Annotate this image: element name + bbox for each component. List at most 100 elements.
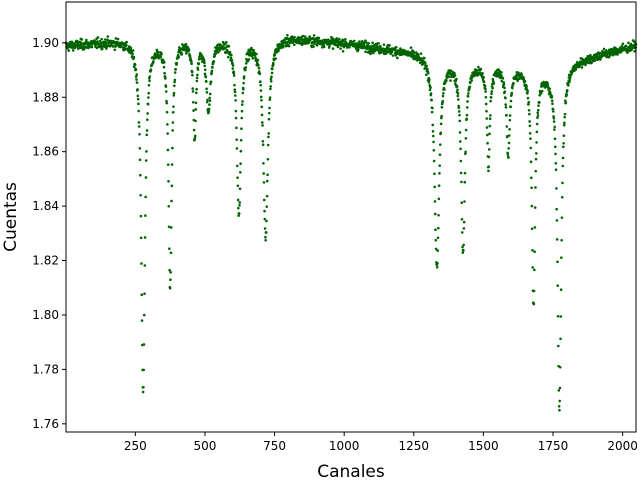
data-point <box>536 116 539 119</box>
data-point <box>171 121 175 124</box>
data-point <box>231 64 235 67</box>
data-point <box>239 149 243 153</box>
data-point <box>568 77 572 80</box>
data-point <box>190 62 193 65</box>
data-point <box>540 89 544 93</box>
data-point <box>249 51 252 54</box>
data-point <box>382 43 386 46</box>
data-point <box>267 135 270 139</box>
data-point <box>166 163 170 166</box>
data-point <box>261 124 264 127</box>
data-point <box>466 94 470 98</box>
data-point <box>198 57 201 61</box>
data-point <box>171 146 174 150</box>
data-point <box>555 207 558 211</box>
data-point <box>273 53 277 57</box>
data-point <box>152 60 155 63</box>
data-point <box>261 143 265 146</box>
data-point <box>262 181 266 184</box>
data-point <box>71 49 75 52</box>
data-point <box>484 87 487 91</box>
data-point <box>225 41 228 44</box>
data-point <box>165 101 169 105</box>
data-point <box>445 79 448 83</box>
data-point <box>234 94 237 97</box>
data-point <box>207 109 211 113</box>
data-point <box>458 119 462 123</box>
data-point <box>327 38 330 41</box>
data-point <box>479 67 483 71</box>
data-point <box>342 39 345 43</box>
data-point <box>293 43 296 47</box>
data-point <box>391 54 395 57</box>
data-point <box>139 236 143 240</box>
data-point <box>534 186 537 189</box>
y-tick-label: 1.80 <box>32 308 59 322</box>
data-point <box>168 286 172 290</box>
data-point <box>462 249 465 252</box>
data-point <box>433 200 437 203</box>
data-point <box>269 77 273 81</box>
data-point <box>447 75 451 79</box>
y-tick-label: 1.88 <box>32 90 59 104</box>
data-point <box>341 42 344 45</box>
data-point <box>119 44 123 48</box>
data-point <box>235 126 238 130</box>
data-point <box>477 65 480 69</box>
data-point <box>553 125 556 129</box>
data-point <box>205 80 208 83</box>
data-point <box>457 98 460 101</box>
data-point <box>432 149 436 152</box>
data-point <box>504 105 508 109</box>
data-point <box>553 145 557 149</box>
data-point <box>136 88 139 91</box>
data-point <box>369 52 372 56</box>
data-point <box>563 99 567 102</box>
data-point <box>485 109 488 113</box>
data-point <box>438 164 441 167</box>
data-point <box>580 66 584 69</box>
data-point <box>488 124 492 128</box>
data-point <box>469 81 472 85</box>
data-point <box>433 172 436 176</box>
data-point <box>560 216 564 219</box>
data-point <box>194 108 198 111</box>
data-point <box>137 125 141 128</box>
data-point <box>256 58 260 62</box>
data-point <box>461 251 465 254</box>
data-point <box>508 114 512 117</box>
data-point <box>241 91 245 95</box>
data-point <box>508 118 512 122</box>
data-point <box>106 44 110 48</box>
data-point <box>555 187 558 190</box>
data-point <box>531 266 534 269</box>
data-point <box>195 91 198 95</box>
data-point <box>148 75 152 78</box>
data-point <box>560 195 564 199</box>
data-point <box>534 157 538 161</box>
data-point <box>413 51 416 55</box>
data-point <box>558 365 562 369</box>
data-point <box>533 206 537 209</box>
data-point <box>556 284 560 287</box>
data-point <box>190 70 194 74</box>
data-point <box>556 314 560 318</box>
data-point <box>536 108 540 112</box>
data-point <box>437 213 440 217</box>
data-point <box>343 37 347 41</box>
data-point <box>434 247 438 251</box>
data-point <box>236 184 240 188</box>
data-point <box>426 67 429 71</box>
data-point <box>482 80 486 84</box>
data-point <box>238 201 242 204</box>
data-point <box>262 162 265 165</box>
data-point <box>548 87 551 90</box>
data-point <box>82 47 86 51</box>
data-point <box>163 61 166 64</box>
data-point <box>491 86 494 90</box>
x-tick-label: 750 <box>263 439 286 453</box>
data-point <box>142 313 146 317</box>
y-tick-label: 1.86 <box>32 145 59 159</box>
data-point <box>239 162 242 165</box>
data-point <box>529 160 533 164</box>
